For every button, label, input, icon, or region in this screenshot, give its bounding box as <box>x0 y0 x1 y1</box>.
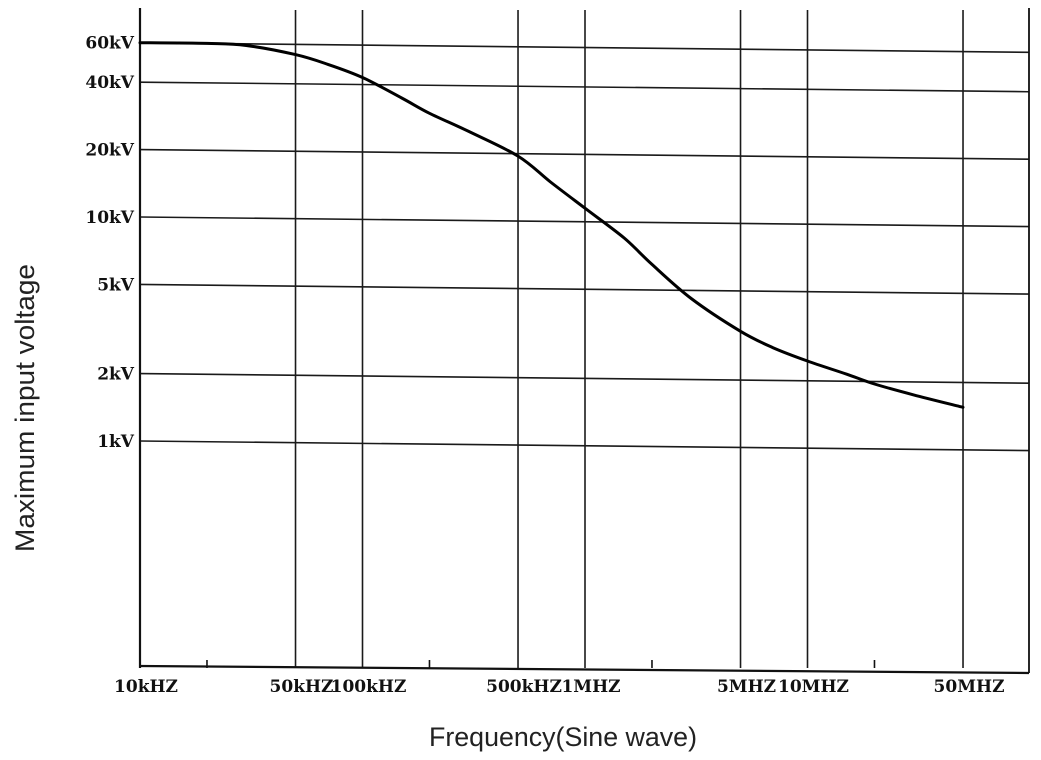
series-line <box>138 41 965 409</box>
x-tick-label: 10kHZ <box>114 677 178 697</box>
x-tick-label: 50MHZ <box>934 677 1005 697</box>
x-tick-label: 100kHZ <box>331 677 407 697</box>
x-axis-line <box>139 664 1030 675</box>
x-tick-label: 10MHZ <box>778 677 849 697</box>
y-tick-label: 5kV <box>97 275 135 295</box>
plot-frame <box>138 8 1030 675</box>
series-layer <box>138 41 965 409</box>
grid-lines <box>139 10 1030 668</box>
y-tick-label: 1kV <box>97 432 135 452</box>
x-minor-ticks <box>206 660 876 668</box>
x-tick-label: 5MHZ <box>717 677 776 697</box>
y-tick-labels: 60kV 40kV 20kV 10kV 5kV 2kV 1kV <box>85 34 134 452</box>
x-tick-label: 1MHZ <box>561 677 620 697</box>
y-tick-label: 2kV <box>97 365 135 385</box>
y-tick-label: 60kV <box>85 34 134 54</box>
y-tick-label: 20kV <box>85 141 134 161</box>
y-tick-label: 10kV <box>85 208 134 228</box>
y-axis-title: Maximum input voltage <box>10 264 40 552</box>
x-tick-label: 50kHZ <box>270 677 334 697</box>
y-tick-label: 40kV <box>85 73 134 93</box>
x-tick-label: 500kHZ <box>486 677 562 697</box>
x-axis-title: Frequency(Sine wave) <box>429 722 697 752</box>
